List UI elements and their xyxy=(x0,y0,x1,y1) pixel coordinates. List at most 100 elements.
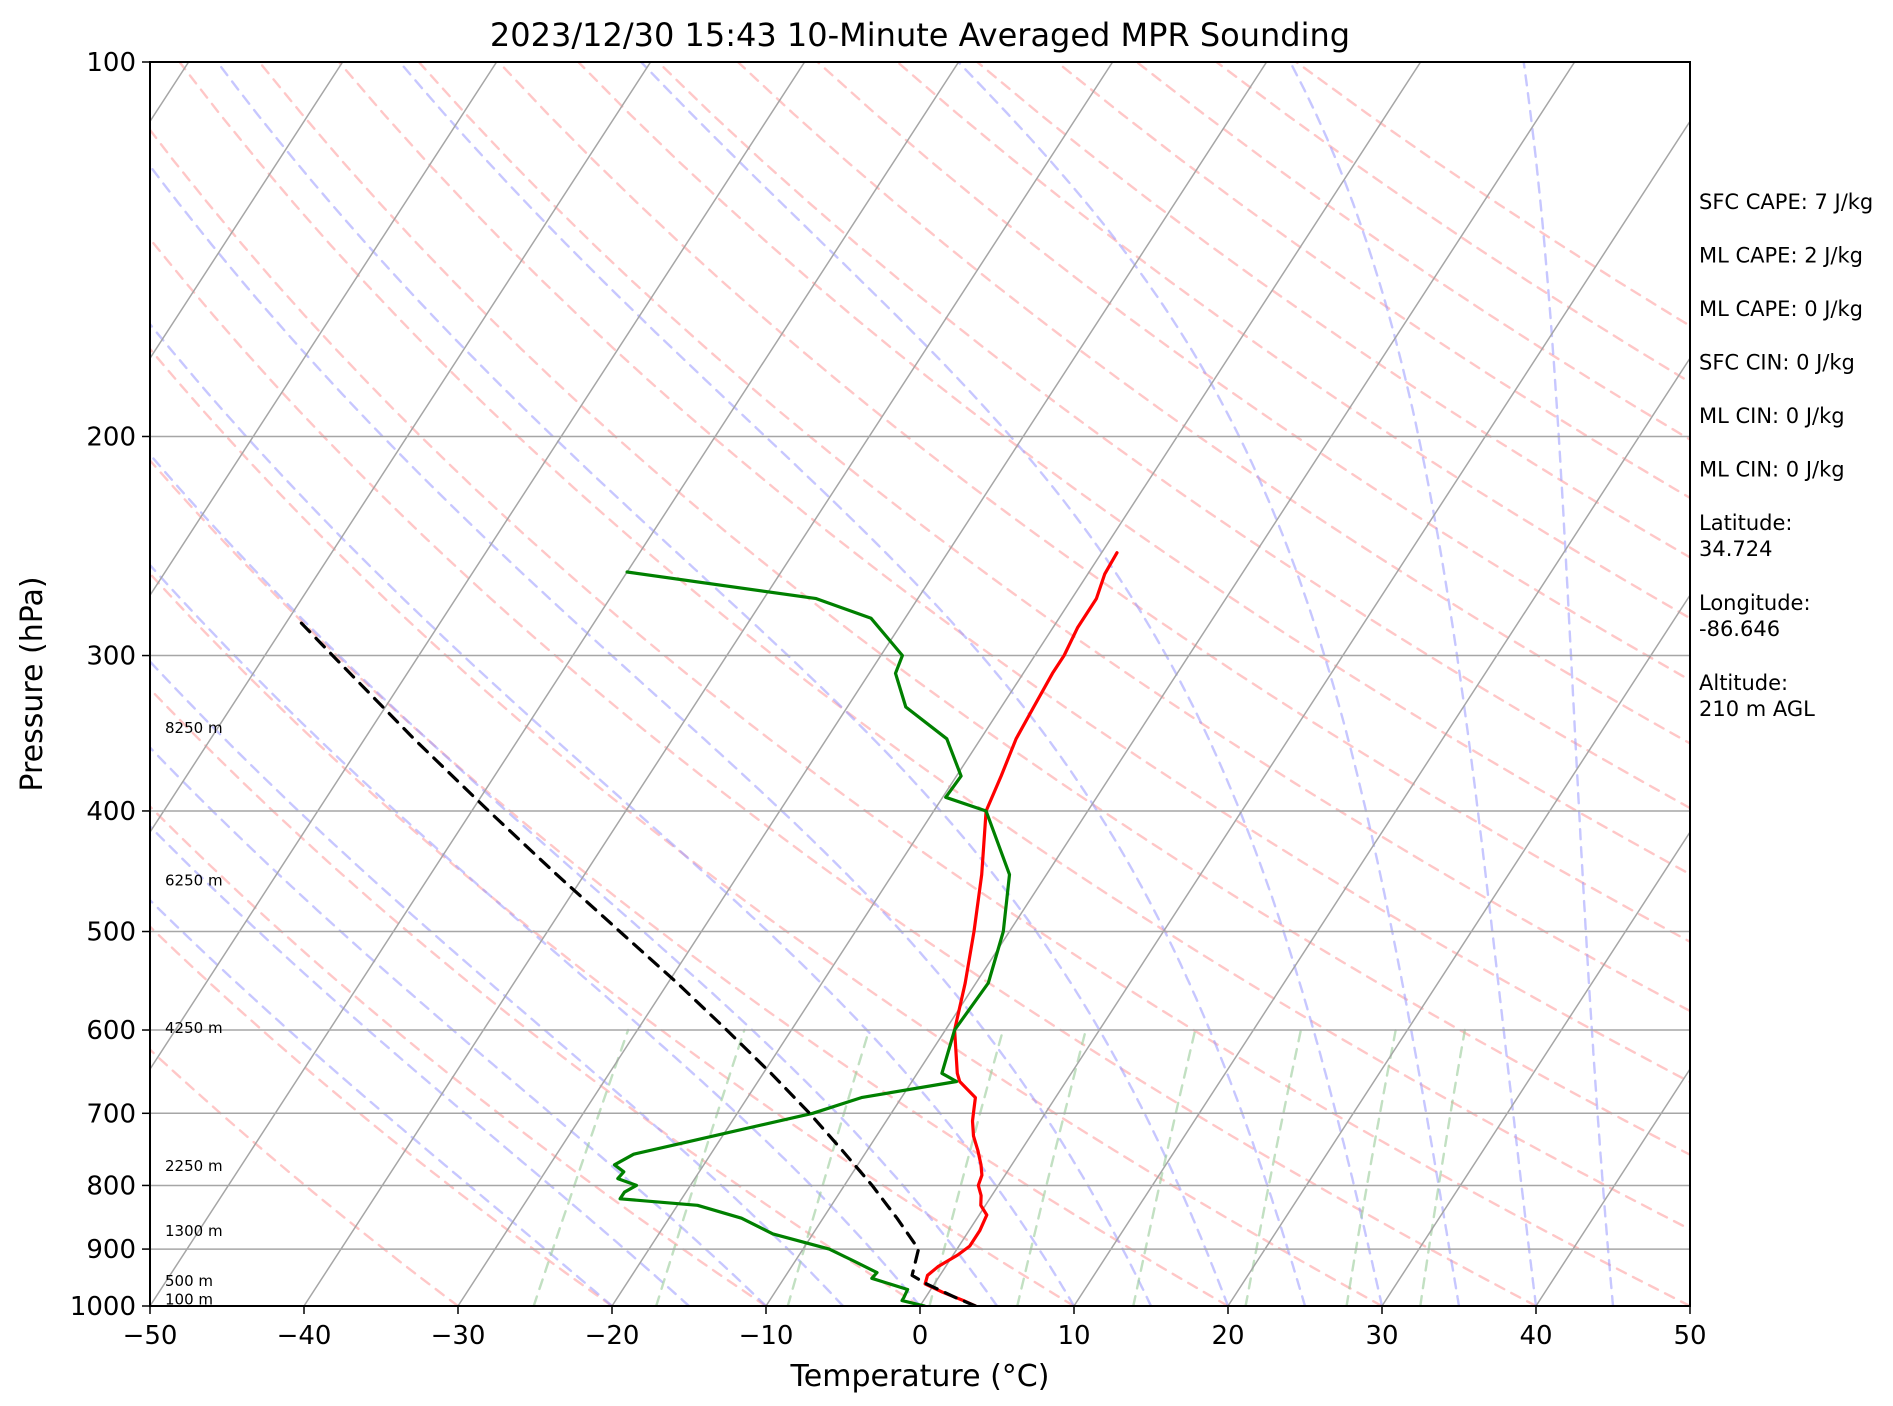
dry-adiabat xyxy=(150,127,1690,1306)
dewpoint-line xyxy=(612,570,1012,1306)
dry-adiabat xyxy=(337,62,1690,1084)
moist-adiabat xyxy=(1522,62,1615,1306)
axis-ticks: −50 −40 −30 −20 −10 0 10 20 30 40 50 100 200 300 400 50… xyxy=(70,48,1707,1351)
pressure-gridlines xyxy=(150,62,1690,1306)
y-tick-label: 600 xyxy=(86,1016,136,1046)
info-line: ML CIN: 0 J/kg xyxy=(1699,404,1845,428)
y-tick-label: 400 xyxy=(86,797,136,827)
background-lines xyxy=(150,62,1690,1306)
info-line: Altitude: xyxy=(1699,671,1788,695)
info-entry: Altitude: 210 m AGL xyxy=(1699,671,1815,721)
y-axis-label: Pressure (hPa) xyxy=(15,576,50,791)
isotherm xyxy=(919,120,1690,1306)
moist-adiabat xyxy=(150,563,922,1306)
isotherm xyxy=(1227,593,1690,1306)
info-line: SFC CIN: 0 J/kg xyxy=(1699,351,1855,375)
isotherm xyxy=(1535,1067,1690,1306)
height-label: 1300 m xyxy=(165,1222,223,1240)
dry-adiabat xyxy=(258,62,1690,1157)
moist-adiabat xyxy=(398,62,1307,1306)
dry-adiabat xyxy=(150,925,614,1306)
y-tick-label: 300 xyxy=(86,642,136,672)
isotherm xyxy=(150,62,498,597)
dry-adiabat xyxy=(178,62,1690,1231)
moist-adiabat xyxy=(1289,62,1538,1306)
mixing-ratio-line xyxy=(655,1028,746,1306)
mixing-ratio-line xyxy=(1132,1028,1197,1306)
temperature-line xyxy=(923,551,1119,1306)
isotherm xyxy=(611,62,1422,1306)
moist-adiabat xyxy=(150,745,768,1306)
x-tick-label: −20 xyxy=(585,1321,640,1351)
sounding-parameters: SFC CAPE: 7 J/kg ML CAPE: 2 J/kg ML CAPE: … xyxy=(1699,190,1873,721)
x-axis-label: Temperature (°C) xyxy=(790,1359,1050,1394)
info-line: ML CIN: 0 J/kg xyxy=(1699,458,1845,482)
dry-adiabat xyxy=(736,62,1690,745)
info-line: Longitude: xyxy=(1699,591,1811,615)
isotherm xyxy=(150,62,344,360)
moist-adiabat xyxy=(150,898,614,1306)
moist-adiabat xyxy=(639,62,1384,1306)
x-tick-label: −50 xyxy=(123,1321,178,1351)
x-tick-label: 40 xyxy=(1519,1321,1552,1351)
height-label: 100 m xyxy=(165,1290,213,1308)
info-entry: SFC CIN: 0 J/kg xyxy=(1699,351,1855,375)
moist-adiabat xyxy=(957,62,1461,1306)
x-tick-label: 30 xyxy=(1365,1321,1398,1351)
info-entry: ML CAPE: 2 J/kg xyxy=(1699,244,1863,268)
y-tick-label: 200 xyxy=(86,422,136,452)
height-label: 4250 m xyxy=(165,1019,223,1037)
dry-adiabat xyxy=(150,804,768,1306)
info-line: Latitude: xyxy=(1699,511,1793,535)
height-label: 6250 m xyxy=(165,872,223,890)
info-line: 34.724 xyxy=(1699,537,1772,561)
moist-adiabat xyxy=(150,322,1076,1306)
chart-title: 2023/12/30 15:43 10-Minute Averaged MPR … xyxy=(490,16,1350,54)
isotherm xyxy=(150,62,806,1071)
info-line: ML CAPE: 2 J/kg xyxy=(1699,244,1863,268)
sounding-profiles xyxy=(295,551,1119,1306)
dry-adiabat xyxy=(150,1048,460,1306)
info-entry: Latitude: 34.724 xyxy=(1699,511,1793,561)
x-tick-label: 50 xyxy=(1673,1321,1706,1351)
x-tick-label: 20 xyxy=(1211,1321,1244,1351)
dry-adiabat xyxy=(417,62,1690,1013)
isotherm xyxy=(303,62,1114,1306)
info-line: ML CAPE: 0 J/kg xyxy=(1699,297,1863,321)
moist-adiabat xyxy=(150,163,1153,1306)
x-tick-label: −10 xyxy=(739,1321,794,1351)
y-tick-label: 1000 xyxy=(70,1292,136,1322)
dry-adiabat xyxy=(656,62,1690,810)
isotherm xyxy=(150,62,960,1306)
dry-adiabat xyxy=(150,458,1230,1306)
mixing-ratio-line xyxy=(1016,1028,1087,1306)
mixing-ratio-line xyxy=(1419,1028,1467,1306)
dry-adiabat xyxy=(497,62,1690,944)
dry-adiabat xyxy=(896,62,1690,620)
moist-adiabat xyxy=(150,824,691,1306)
info-entry: ML CAPE: 0 J/kg xyxy=(1699,297,1863,321)
isotherm xyxy=(457,62,1268,1306)
x-tick-label: 0 xyxy=(912,1321,929,1351)
mixing-ratio-line xyxy=(928,1028,1005,1306)
isotherm xyxy=(1073,356,1690,1306)
y-tick-label: 800 xyxy=(86,1171,136,1201)
y-tick-label: 500 xyxy=(86,918,136,948)
info-entry: ML CIN: 0 J/kg xyxy=(1699,404,1845,428)
info-line: SFC CAPE: 7 J/kg xyxy=(1699,190,1873,214)
height-label: 8250 m xyxy=(165,719,223,737)
y-tick-label: 900 xyxy=(86,1235,136,1265)
isotherm xyxy=(150,62,652,834)
parcel-line xyxy=(295,616,977,1306)
height-label: 500 m xyxy=(165,1272,213,1290)
mixing-ratio-line xyxy=(1345,1028,1397,1306)
info-entry: SFC CAPE: 7 J/kg xyxy=(1699,190,1873,214)
dry-adiabat xyxy=(150,571,1076,1306)
dry-adiabat xyxy=(816,62,1690,682)
moist-adiabat xyxy=(216,62,1230,1306)
dry-adiabat xyxy=(577,62,1690,876)
y-tick-label: 100 xyxy=(86,48,136,78)
moist-adiabat xyxy=(150,452,999,1306)
